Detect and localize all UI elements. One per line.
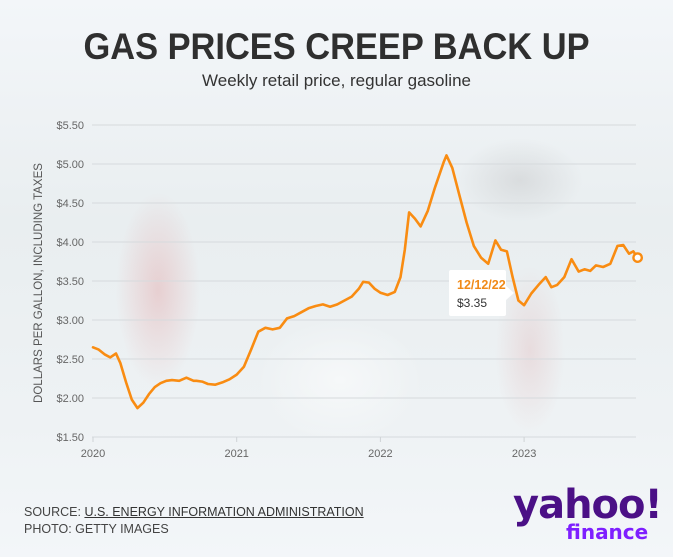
- logo-product: finance: [566, 520, 649, 544]
- source-link[interactable]: U.S. ENERGY INFORMATION ADMINISTRATION: [84, 505, 364, 519]
- y-tick-label: $5.50: [56, 120, 84, 132]
- chart-title: GAS PRICES CREEP BACK UP: [83, 26, 590, 67]
- series-endpoint-marker: [632, 252, 644, 264]
- source-prefix: SOURCE:: [24, 505, 85, 519]
- chart-subtitle: Weekly retail price, regular gasoline: [202, 71, 471, 90]
- y-tick-label: $3.00: [56, 315, 84, 327]
- photo-credit: PHOTO: GETTY IMAGES: [24, 522, 169, 536]
- x-axis-ticks: 2020 2021 2022 2023: [81, 437, 536, 460]
- x-tick-label: 2020: [81, 448, 105, 460]
- callout-date: 12/12/22: [457, 278, 506, 292]
- y-tick-label: $2.50: [56, 354, 84, 366]
- gridlines: [92, 124, 636, 438]
- x-tick-label: 2022: [368, 448, 392, 460]
- y-tick-label: $3.50: [56, 276, 84, 288]
- y-tick-label: $4.50: [56, 198, 84, 210]
- x-tick-label: 2023: [512, 448, 536, 460]
- data-callout: 12/12/22 $3.35: [449, 270, 514, 316]
- y-axis-label: DOLLARS PER GALLON, INCLUDING TAXES: [33, 163, 45, 403]
- y-tick-label: $5.00: [56, 159, 84, 171]
- y-tick-label: $4.00: [56, 237, 84, 249]
- callout-value: $3.35: [457, 296, 488, 310]
- logo-brand: yahoo!: [513, 482, 663, 528]
- yahoo-finance-logo: yahoo! finance: [513, 482, 663, 550]
- price-series-line: [91, 154, 639, 410]
- x-tick-label: 2021: [224, 448, 248, 460]
- y-tick-label: $2.00: [56, 393, 84, 405]
- y-tick-label: $1.50: [56, 432, 84, 444]
- source-credit: SOURCE: U.S. ENERGY INFORMATION ADMINIST…: [24, 505, 364, 519]
- y-axis-ticks: $5.50 $5.00 $4.50 $4.00 $3.50 $3.00 $2.50 $2.00…: [56, 120, 84, 444]
